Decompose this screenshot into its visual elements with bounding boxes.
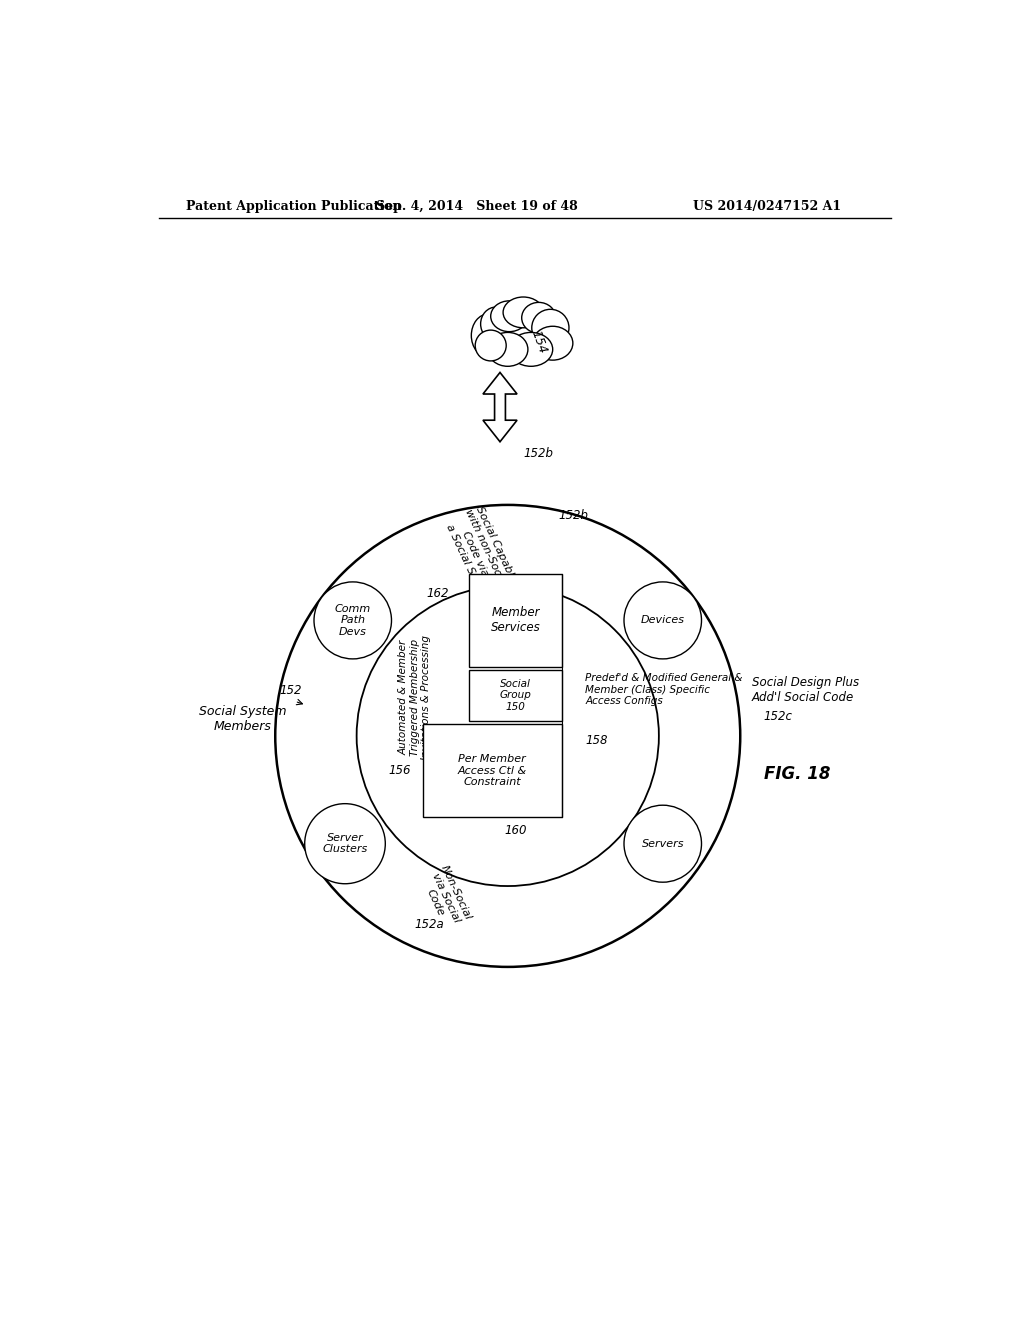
Ellipse shape <box>487 333 528 367</box>
Text: Server
Clusters: Server Clusters <box>323 833 368 854</box>
Text: 152a: 152a <box>415 919 444 932</box>
Text: 158: 158 <box>586 734 608 747</box>
Text: 156: 156 <box>388 764 411 777</box>
Text: Automated & Member
Triggered Membership
Invitations & Processing: Automated & Member Triggered Membership … <box>398 635 431 760</box>
Text: 152b: 152b <box>558 508 588 521</box>
Text: Social Design Plus
Add'l Social Code: Social Design Plus Add'l Social Code <box>752 676 859 704</box>
Ellipse shape <box>490 301 528 331</box>
Circle shape <box>624 805 701 882</box>
Ellipse shape <box>521 302 556 333</box>
Polygon shape <box>483 372 517 442</box>
Bar <box>423 725 562 817</box>
Bar <box>469 671 562 721</box>
Text: 162: 162 <box>426 587 449 601</box>
Text: Sep. 4, 2014   Sheet 19 of 48: Sep. 4, 2014 Sheet 19 of 48 <box>376 199 578 213</box>
Ellipse shape <box>531 309 569 346</box>
Circle shape <box>305 804 385 884</box>
Text: Social Capable
with non-Social
Code via
a Social Shim: Social Capable with non-Social Code via … <box>442 503 519 599</box>
Text: US 2014/0247152 A1: US 2014/0247152 A1 <box>693 199 841 213</box>
Text: Devices: Devices <box>641 615 685 626</box>
Text: Non-Social
via Social
Code: Non-Social via Social Code <box>418 863 473 932</box>
Text: 152b: 152b <box>523 447 553 461</box>
Text: Patent Application Publication: Patent Application Publication <box>186 199 401 213</box>
Ellipse shape <box>503 297 544 327</box>
Ellipse shape <box>532 326 572 360</box>
Text: Predef'd & Modified General &
Member (Class) Specific
Access Configs: Predef'd & Modified General & Member (Cl… <box>586 673 742 706</box>
Text: Social
Group
150: Social Group 150 <box>500 678 531 711</box>
Circle shape <box>624 582 701 659</box>
Text: FIG. 18: FIG. 18 <box>764 766 830 783</box>
Text: Member
Services: Member Services <box>490 606 541 635</box>
Ellipse shape <box>509 333 553 367</box>
Text: 160: 160 <box>504 825 526 837</box>
Text: Comm
Path
Devs: Comm Path Devs <box>335 603 371 638</box>
Ellipse shape <box>475 330 506 360</box>
Text: Servers: Servers <box>641 838 684 849</box>
Ellipse shape <box>480 308 512 341</box>
Text: 152c: 152c <box>764 710 793 723</box>
Bar <box>469 574 562 667</box>
Circle shape <box>314 582 391 659</box>
Text: 154: 154 <box>528 329 549 355</box>
Text: Social System
Members: Social System Members <box>199 705 287 733</box>
Text: 152: 152 <box>280 684 302 697</box>
Text: Per Member
Access Ctl &
Constraint: Per Member Access Ctl & Constraint <box>458 754 526 787</box>
Ellipse shape <box>471 314 506 356</box>
